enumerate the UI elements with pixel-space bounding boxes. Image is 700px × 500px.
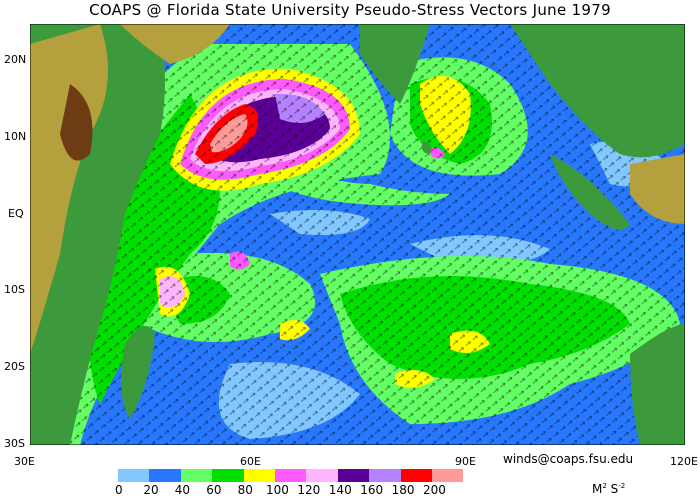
colorbar-tick-label: 140 — [328, 483, 352, 497]
colorbar-swatch — [243, 469, 275, 482]
map-title: COAPS @ Florida State University Pseudo-… — [89, 1, 611, 19]
lon-label-90e: 90E — [455, 455, 476, 468]
colorbar-swatch — [369, 469, 401, 482]
lat-label-10n: 10N — [4, 130, 27, 143]
colorbar-swatch — [274, 469, 307, 482]
lat-label-30s: 30S — [4, 437, 25, 450]
colorbar-tick-label: 200 — [423, 483, 446, 497]
colorbar-tick-label: 80 — [237, 483, 253, 497]
lat-label-10s: 10S — [4, 283, 25, 296]
colorbar — [118, 469, 464, 482]
wind-stress-map — [30, 24, 685, 445]
lon-label-60e: 60E — [240, 455, 261, 468]
lat-label-20s: 20S — [4, 360, 25, 373]
borneo — [630, 154, 685, 224]
colorbar-tick-label: 0 — [115, 483, 123, 497]
madagascar — [121, 326, 155, 419]
australia — [630, 324, 685, 445]
colorbar-swatch — [431, 469, 464, 482]
colorbar-tick-label: 120 — [297, 483, 321, 497]
land-masses — [30, 24, 685, 445]
colorbar-tick-label: 100 — [266, 483, 289, 497]
india — [360, 24, 430, 104]
lon-label-30e: 30E — [14, 455, 35, 468]
colorbar-swatch — [180, 469, 213, 482]
colorbar-swatch — [400, 469, 432, 482]
sumatra — [550, 154, 630, 230]
colorbar-tick-label: 180 — [391, 483, 415, 497]
colorbar-swatch — [337, 469, 370, 482]
colorbar-tick-label: 60 — [206, 483, 222, 497]
southeast-asia — [510, 24, 685, 158]
colorbar-swatch — [212, 469, 244, 482]
colorbar-tick-label: 20 — [143, 483, 159, 497]
colorbar-units: M2 S-2 — [592, 482, 626, 496]
lat-label-eq: EQ — [8, 207, 24, 220]
colorbar-swatch — [306, 469, 338, 482]
sri-lanka — [422, 141, 432, 154]
lat-label-20n: 20N — [4, 53, 27, 66]
lon-label-120e: 120E — [670, 455, 698, 468]
credit-email: winds@coaps.fsu.edu — [503, 452, 634, 466]
colorbar-swatch — [118, 469, 150, 482]
colorbar-tick-label: 40 — [174, 483, 191, 497]
colorbar-tick-label: 160 — [360, 483, 384, 497]
colorbar-swatch — [149, 469, 181, 482]
